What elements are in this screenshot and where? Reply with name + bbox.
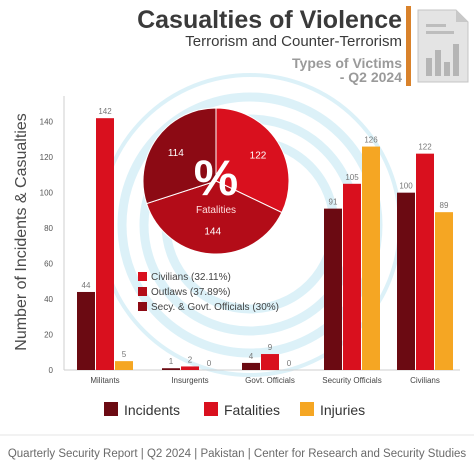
document-bar-chart-icon xyxy=(417,9,469,83)
legend-label-fatalities: Fatalities xyxy=(224,402,280,418)
bar-injuries xyxy=(115,361,133,370)
bar-value-label: 91 xyxy=(329,198,338,207)
fatalities-pie-chart: 122 144 114 %Fatalities xyxy=(142,107,290,255)
bar-value-label: 1 xyxy=(169,357,174,366)
legend-swatch-fatalities xyxy=(204,402,218,416)
bar-value-label: 44 xyxy=(82,281,91,290)
header-accent-bar xyxy=(406,6,411,86)
bar-fatalities xyxy=(181,366,199,370)
y-tick-label: 40 xyxy=(44,295,53,304)
bar-incidents xyxy=(77,291,95,370)
pie-legend-label: Outlaws (37.89%) xyxy=(151,287,230,298)
y-tick-label: 20 xyxy=(44,331,53,340)
bar-incidents xyxy=(324,208,342,370)
legend-swatch-incidents xyxy=(104,402,118,416)
y-tick-label: 80 xyxy=(44,224,53,233)
x-tick-label: Insurgents xyxy=(171,376,208,385)
bar-incidents xyxy=(162,368,180,370)
bar-value-label: 5 xyxy=(122,350,127,359)
bar-value-label: 105 xyxy=(345,173,359,182)
y-axis-label: Number of Incidents & Casualties xyxy=(13,113,30,350)
pie-legend-swatch xyxy=(138,287,147,296)
bar-value-label: 142 xyxy=(98,107,112,116)
bar-fatalities xyxy=(96,118,114,370)
pie-slice xyxy=(215,107,290,214)
victims-title: Types of Victims xyxy=(292,55,402,71)
bar-value-label: 122 xyxy=(418,143,432,152)
page-subtitle: Terrorism and Counter-Terrorism xyxy=(185,33,402,50)
legend-label-incidents: Incidents xyxy=(124,402,180,418)
y-tick-label: 140 xyxy=(40,118,54,127)
pie-slice xyxy=(142,107,217,205)
legend-label-injuries: Injuries xyxy=(320,402,365,418)
page-title: Casualties of Violence xyxy=(137,6,402,34)
y-tick-label: 120 xyxy=(40,153,54,162)
bar-value-label: 126 xyxy=(364,136,378,145)
pie-value-label: 114 xyxy=(168,148,184,159)
bar-value-label: 4 xyxy=(249,352,254,361)
footer-text: Quarterly Security Report | Q2 2024 | Pa… xyxy=(8,448,467,460)
bar-incidents xyxy=(397,192,415,370)
bar-value-label: 100 xyxy=(399,182,413,191)
x-tick-label: Govt. Officials xyxy=(245,376,295,385)
x-tick-label: Militants xyxy=(90,376,119,385)
bar-fatalities xyxy=(343,183,361,370)
pie-legend-swatch xyxy=(138,272,147,281)
x-tick-label: Civilians xyxy=(410,376,440,385)
pie-value-label: 144 xyxy=(204,227,221,238)
pie-legend: Civilians (32.11%) Outlaws (37.89%) Secy. … xyxy=(138,272,279,313)
x-tick-label: Security Officials xyxy=(322,376,381,385)
y-tick-label: 100 xyxy=(40,189,54,198)
legend-swatch-injuries xyxy=(300,402,314,416)
pie-legend-label: Civilians (32.11%) xyxy=(151,272,231,283)
bar-injuries xyxy=(362,146,380,370)
pie-legend-swatch xyxy=(138,302,147,311)
bar-fatalities xyxy=(416,153,434,370)
bar-series: 44 142 5 1 2 0 4 9 0 91 105 126 100 122 89 xyxy=(77,107,453,370)
bar-value-label: 89 xyxy=(440,201,449,210)
bar-value-label: 0 xyxy=(207,359,212,368)
y-tick-label: 60 xyxy=(44,260,53,269)
bar-value-label: 2 xyxy=(188,355,193,364)
y-tick-label: 0 xyxy=(49,366,54,375)
bar-value-label: 9 xyxy=(268,343,273,352)
series-legend: Incidents Fatalities Injuries xyxy=(104,402,365,418)
x-axis-categories: Militants Insurgents Govt. Officials Securi… xyxy=(90,376,440,385)
pie-legend-label: Secy. & Govt. Officials (30%) xyxy=(151,302,279,313)
bar-value-label: 0 xyxy=(287,359,292,368)
bar-incidents xyxy=(242,362,260,370)
pie-slice xyxy=(145,180,283,255)
pie-value-label: 122 xyxy=(250,151,267,162)
pie-center-sublabel: Fatalities xyxy=(196,205,236,216)
bar-fatalities xyxy=(261,354,279,370)
bar-injuries xyxy=(435,212,453,370)
pie-center-label: % xyxy=(194,150,238,206)
victims-subtitle: - Q2 2024 xyxy=(340,69,402,85)
